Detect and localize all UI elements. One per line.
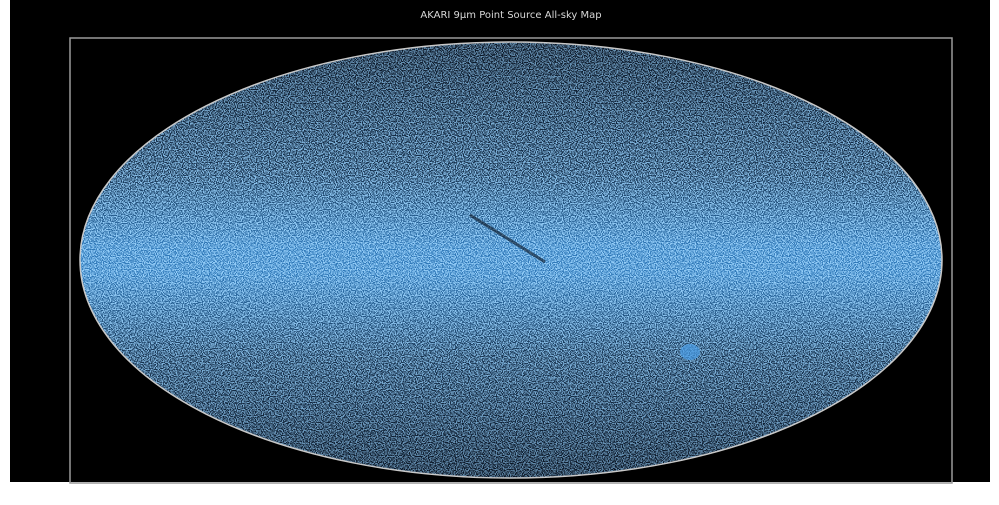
page: AKARI 9μm Point Source All-sky Map (() =… [0, 0, 999, 505]
sky-map-figure: AKARI 9μm Point Source All-sky Map [0, 0, 999, 505]
sky-sources [80, 42, 942, 478]
map-title: AKARI 9μm Point Source All-sky Map [420, 10, 601, 21]
point-sources [80, 42, 942, 478]
lmc-cloud [680, 344, 700, 360]
sky-map [80, 42, 942, 478]
